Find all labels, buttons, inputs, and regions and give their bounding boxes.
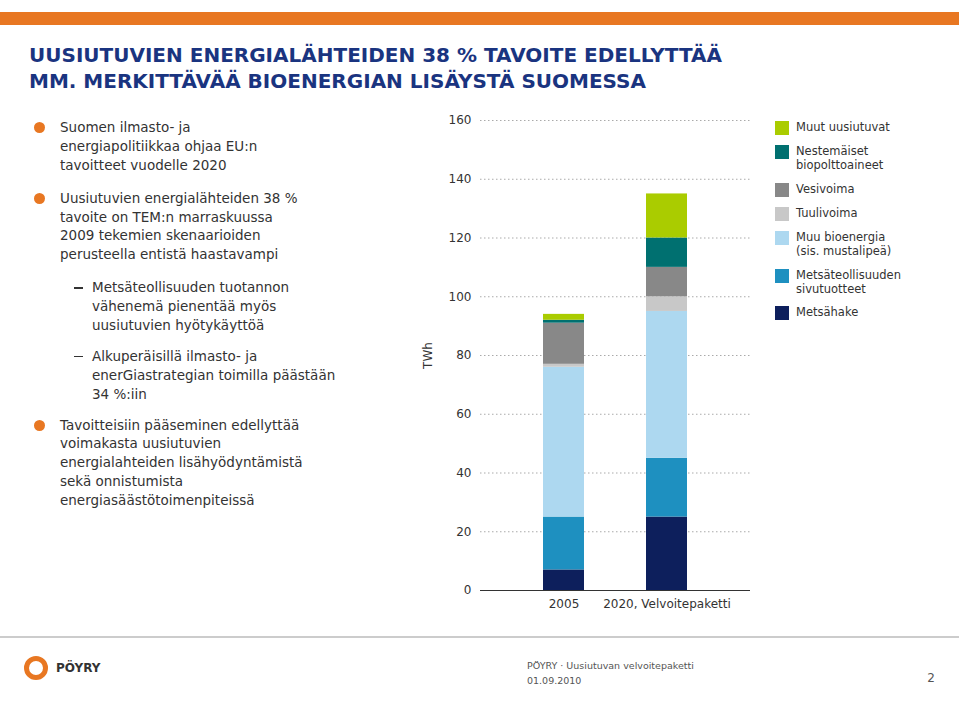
html-text:Metsäteollisuuden tuotannon vä: Metsäteollisuuden tuotannon vähenemä pie… bbox=[92, 279, 290, 333]
html-text:Metsähake: Metsähake bbox=[796, 305, 859, 320]
svg-text:60: 60 bbox=[456, 407, 471, 421]
svg-text:2005: 2005 bbox=[549, 597, 580, 611]
svg-text:120: 120 bbox=[449, 231, 472, 245]
svg-text:20: 20 bbox=[456, 525, 471, 539]
svg-text:0: 0 bbox=[464, 583, 472, 597]
html-text:UUSIUTUVIEN ENERGIALÄHTEIDEN 3: UUSIUTUVIEN ENERGIALÄHTEIDEN 38 % TAVOIT… bbox=[29, 43, 722, 93]
html-text:Metsäteollisuuden sivutuotteet: Metsäteollisuuden sivutuotteet bbox=[796, 267, 901, 296]
html-text:Uusiutuvien energialähteiden 3: Uusiutuvien energialähteiden 38 % tavoit… bbox=[60, 189, 298, 263]
html-text:01.09.2010: 01.09.2010 bbox=[527, 675, 582, 686]
html-text:PÖYRY: PÖYRY bbox=[56, 661, 101, 675]
html-text:Muut uusiutuvat: Muut uusiutuvat bbox=[796, 120, 890, 134]
html-text:Suomen ilmasto- ja energiapoli: Suomen ilmasto- ja energiapolitiikkaa oh… bbox=[60, 119, 258, 173]
html-text:Muu bioenergia (sis. mustalipe: Muu bioenergia (sis. mustalipeä) bbox=[796, 229, 892, 259]
html-text:Alkuperäisillä ilmasto- ja ene: Alkuperäisillä ilmasto- ja enerGiastrate… bbox=[92, 347, 336, 402]
html-text:Tuulivoima: Tuulivoima bbox=[796, 205, 858, 220]
svg-text:40: 40 bbox=[456, 466, 471, 480]
html-text:Tavoitteisiin pääseminen edell: Tavoitteisiin pääseminen edellyttää voim… bbox=[60, 416, 303, 509]
html-text:PÖYRY · Uusiutuvan velvoitepak: PÖYRY · Uusiutuvan velvoitepaketti bbox=[527, 660, 694, 671]
svg-text:TWh: TWh bbox=[421, 342, 435, 370]
html-text:Vesivoima: Vesivoima bbox=[796, 181, 855, 196]
svg-text:140: 140 bbox=[449, 172, 472, 186]
html-text:2: 2 bbox=[927, 671, 935, 685]
svg-text:160: 160 bbox=[449, 113, 472, 127]
svg-text:80: 80 bbox=[456, 348, 471, 362]
svg-text:100: 100 bbox=[449, 290, 472, 304]
html-text:Nestemäiset biopolttoaineet: Nestemäiset biopolttoaineet bbox=[796, 144, 884, 173]
svg-text:2020, Velvoitepaketti: 2020, Velvoitepaketti bbox=[603, 597, 731, 611]
